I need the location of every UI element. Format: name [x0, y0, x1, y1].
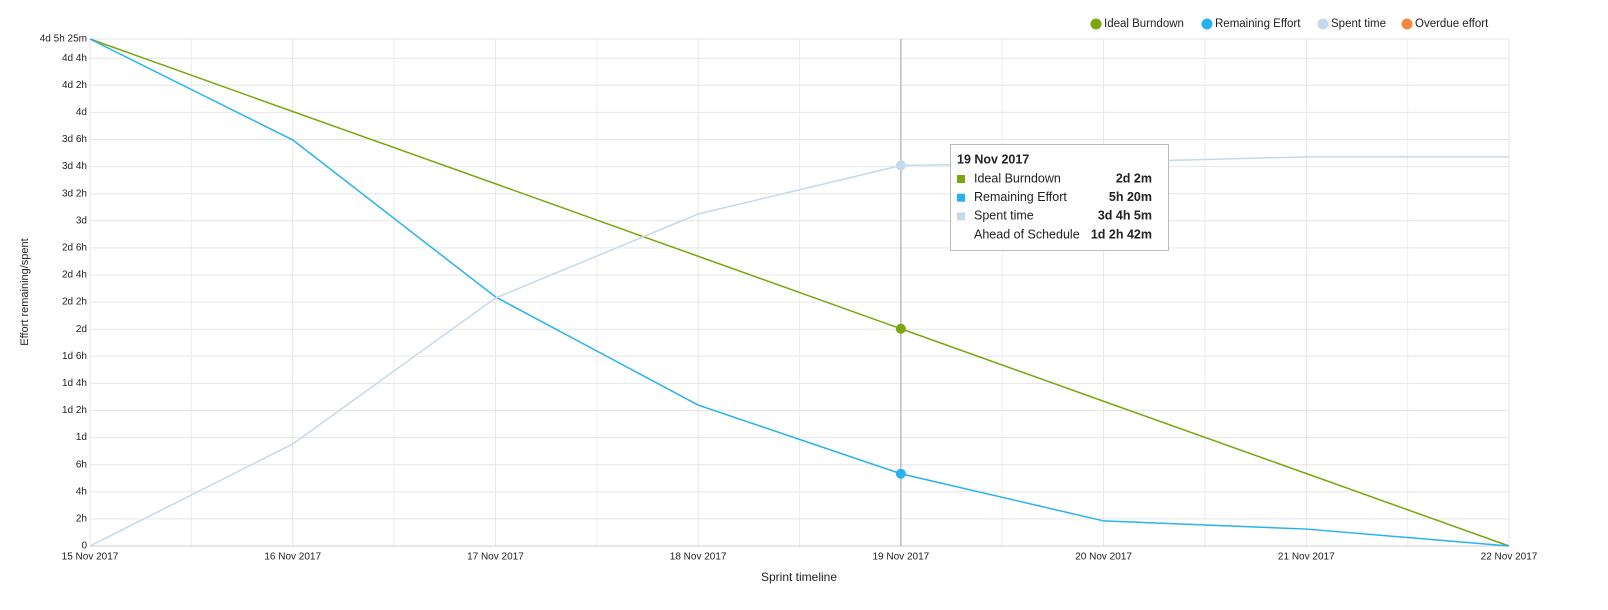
x-tick-label: 19 Nov 2017 — [872, 552, 929, 563]
x-axis-label: Sprint timeline — [761, 570, 837, 584]
legend-item[interactable]: Spent time — [1317, 18, 1386, 30]
y-tick-label: 2d — [76, 324, 87, 335]
highlight-point — [895, 323, 906, 334]
legend-item[interactable]: Overdue effort — [1401, 18, 1490, 30]
y-tick-label: 0 — [81, 541, 87, 552]
tooltip-swatch — [957, 212, 965, 221]
y-tick-label: 4d 2h — [62, 80, 87, 91]
y-tick-label: 2d 6h — [62, 243, 87, 254]
y-tick-label: 2h — [76, 514, 87, 525]
tooltip-value: 3d 4h 5m — [1098, 209, 1152, 223]
tooltip-value: 5h 20m — [1109, 190, 1152, 204]
tooltip-value: 1d 2h 42m — [1091, 227, 1152, 241]
tooltip-swatch — [957, 193, 965, 202]
legend-item[interactable]: Ideal Burndown — [1090, 18, 1184, 30]
y-axis-label: Effort remaining/spent — [19, 238, 31, 345]
y-tick-label: 1d — [76, 432, 87, 443]
y-tick-label: 2d 2h — [62, 297, 87, 308]
series-line — [89, 38, 1510, 547]
tooltip-value: 2d 2m — [1116, 171, 1152, 185]
x-tick-label: 21 Nov 2017 — [1278, 552, 1335, 563]
legend-swatch — [1401, 18, 1413, 30]
x-tick-label: 16 Nov 2017 — [264, 552, 321, 563]
y-tick-label: 3d — [76, 215, 87, 226]
tooltip-swatch — [957, 175, 965, 183]
y-tick-label: 3d 6h — [62, 134, 87, 145]
legend-swatch — [1201, 18, 1213, 30]
legend-label: Overdue effort — [1415, 18, 1489, 30]
legend-swatch — [1090, 18, 1102, 30]
y-tick-label: 4d — [76, 107, 87, 118]
y-tick-label: 1d 4h — [62, 378, 87, 389]
y-tick-label: 4d 5h 25m — [40, 34, 87, 45]
tooltip-title: 19 Nov 2017 — [957, 152, 1029, 166]
y-tick-label: 2d 4h — [62, 270, 87, 281]
y-tick-label: 1d 6h — [62, 351, 87, 362]
tooltip-label: Spent time — [974, 209, 1034, 223]
y-tick-label: 1d 2h — [62, 405, 87, 416]
y-tick-label: 4h — [76, 486, 87, 497]
legend-item[interactable]: Remaining Effort — [1201, 18, 1302, 30]
legend-swatch — [1317, 18, 1329, 30]
y-tick-label: 4d 4h — [62, 53, 87, 64]
x-tick-label: 15 Nov 2017 — [62, 552, 119, 563]
tooltip-label: Ideal Burndown — [974, 171, 1061, 185]
tooltip-box — [950, 144, 1169, 251]
legend-label: Spent time — [1331, 18, 1386, 30]
legend-label: Remaining Effort — [1215, 18, 1301, 30]
series-line — [89, 38, 1510, 547]
y-tick-label: 6h — [76, 459, 87, 470]
tooltip: 19 Nov 2017 Ideal Burndown 2d 2m Remaining … — [950, 144, 1169, 251]
tooltip-label: Ahead of Schedule — [974, 227, 1080, 241]
highlight-point — [895, 468, 906, 479]
x-tick-label: 17 Nov 2017 — [467, 552, 524, 563]
tooltip-label: Remaining Effort — [974, 190, 1067, 204]
x-tick-label: 20 Nov 2017 — [1075, 552, 1132, 563]
x-tick-label: 22 Nov 2017 — [1481, 552, 1538, 563]
x-tick-label: 18 Nov 2017 — [670, 552, 727, 563]
legend-label: Ideal Burndown — [1104, 18, 1184, 30]
y-tick-label: 3d 4h — [62, 161, 87, 172]
series-line — [89, 156, 1509, 547]
highlight-point — [895, 160, 906, 171]
y-tick-label: 3d 2h — [62, 188, 87, 199]
